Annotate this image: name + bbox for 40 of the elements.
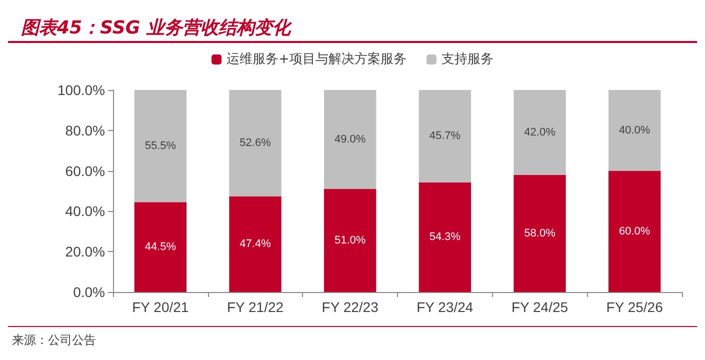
data-label: 51.0% — [334, 234, 366, 246]
bar — [324, 90, 376, 189]
data-label: 52.6% — [240, 137, 272, 150]
x-tick-label: FY 20/21 — [132, 299, 189, 315]
chart-title: 图表45：SSG 业务营收结构变化 — [21, 18, 292, 38]
data-label: 54.3% — [429, 231, 461, 244]
bar — [134, 202, 186, 292]
bar — [134, 90, 186, 202]
data-label: 40.0% — [618, 124, 650, 136]
legend-label: 运维服务+项目与解决方案服务 — [226, 51, 406, 67]
y-tick-label: 40.0% — [65, 203, 105, 220]
x-tick-label: FY 22/23 — [322, 299, 379, 315]
source-note: 来源：公司公告 — [12, 333, 96, 347]
legend-label: 支持服务 — [441, 52, 494, 67]
x-tick-label: FY 25/26 — [606, 299, 664, 315]
bar — [514, 90, 566, 175]
data-label: 60.0% — [618, 225, 650, 238]
bar — [324, 188, 376, 292]
data-label: 44.5% — [144, 241, 176, 254]
x-tick-label: FY 24/25 — [511, 299, 568, 315]
y-tick-label: 0.0% — [73, 284, 105, 300]
y-tick-label: 80.0% — [65, 122, 105, 138]
bar — [608, 90, 661, 171]
bar — [514, 174, 566, 292]
data-label: 47.4% — [240, 238, 272, 250]
data-label: 45.7% — [429, 130, 461, 142]
data-label: 49.0% — [334, 133, 366, 146]
data-label: 55.5% — [144, 140, 176, 152]
y-tick-label: 100.0% — [58, 82, 105, 98]
bar — [608, 170, 661, 292]
bar — [229, 90, 282, 196]
y-tick-label: 20.0% — [65, 244, 105, 260]
bar — [418, 90, 471, 182]
bar — [229, 196, 282, 292]
x-tick-label: FY 21/22 — [226, 299, 284, 315]
data-label: 42.0% — [524, 126, 556, 138]
bar — [418, 182, 471, 292]
data-label: 58.0% — [524, 227, 556, 240]
x-tick-label: FY 23/24 — [416, 299, 474, 315]
y-tick-label: 60.0% — [65, 162, 105, 179]
